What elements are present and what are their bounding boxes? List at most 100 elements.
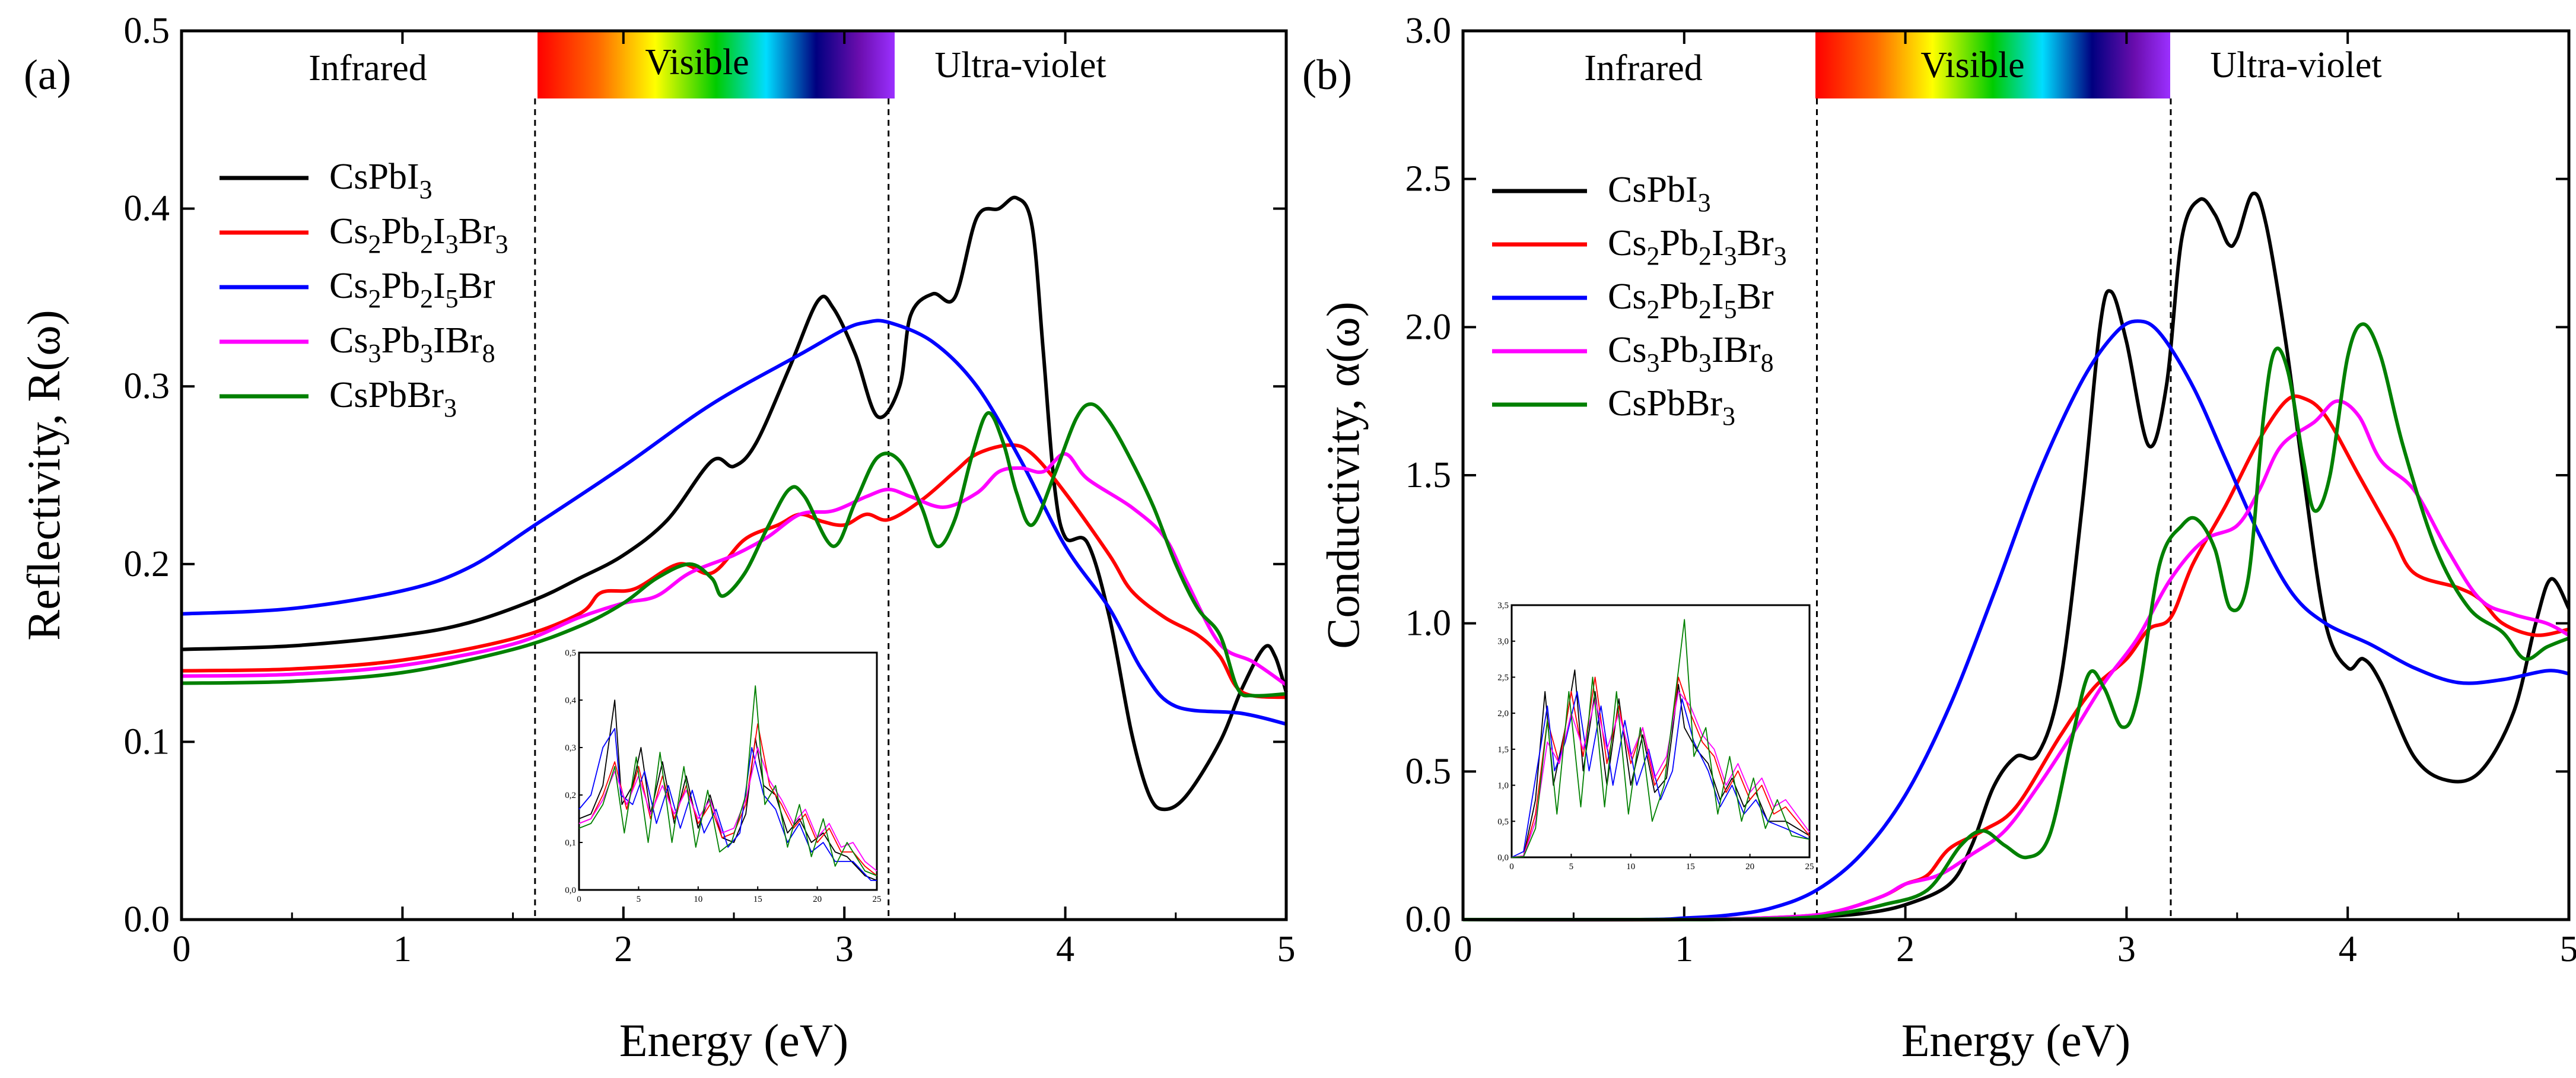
y-axis-title-b: Conductivity, α(ω)	[1317, 301, 1369, 648]
series-line-b-CsPbI3	[1462, 191, 2571, 922]
inset-y-tick-label-b-0: 0,0	[1497, 853, 1509, 863]
legend-b-label-2: Cs2Pb2I5Br	[1608, 276, 1774, 324]
series-line-a-CsPbI3	[181, 195, 1288, 812]
y-tick-label-a-4: 0.4	[124, 189, 170, 229]
inset-y-tick-label-a-1: 0,1	[565, 838, 576, 848]
series-line-b-Cs2Pb2I5Br	[1462, 319, 2569, 922]
panel-a: (a) Infrared Visible Ultra-violet 0 1 2 3 4 5…	[18, 11, 1296, 1066]
series-line-a-Cs2Pb2I3Br3	[181, 443, 1287, 699]
inset-y-tick-label-a-3: 0,3	[565, 743, 576, 753]
inset-y-tick-label-a-0: 0,0	[565, 886, 576, 895]
plot-frame-b	[1461, 29, 2571, 921]
inset-x-tick-label-a-1: 5	[637, 895, 641, 904]
panel-b-tag: (b)	[1302, 51, 1352, 98]
y-tick-label-b-2: 1.0	[1405, 603, 1452, 644]
inset-series-line-a-3	[578, 747, 877, 872]
inset-series-line-b-4	[1511, 619, 1810, 858]
y-tick-label-b-3: 1.5	[1405, 455, 1452, 495]
inset-x-tick-label-a-5: 25	[873, 895, 882, 904]
region-ultraviolet-a: Ultra-violet	[934, 45, 1106, 85]
inset-x-tick-label-b-1: 5	[1569, 862, 1574, 872]
grid-b: 0 1 2 3 4 5 0.0 0.5 1.0 1.5 2.0 2.5 3.0	[1405, 11, 2576, 969]
y-tick-label-a-1: 0.1	[124, 721, 170, 762]
inset-y-tick-label-b-5: 2,5	[1497, 673, 1509, 682]
x-tick-label-b-1: 1	[1675, 929, 1693, 969]
series-line-a-CsPbBr3	[181, 402, 1287, 698]
series-line-a-Cs3Pb3IBr8	[181, 452, 1287, 686]
y-tick-label-b-5: 2.5	[1405, 159, 1452, 199]
inset-y-tick-label-a-2: 0,2	[565, 791, 576, 800]
series-b	[1462, 191, 2571, 922]
inset-b: 0 5 10 15 20 25 0,0 0,5 1,0 1,5 2,0 2,5 3,0 3,5	[1497, 601, 1814, 872]
region-visible-a: Visible	[645, 42, 749, 82]
inset-x-tick-label-b-3: 15	[1686, 862, 1695, 872]
y-tick-label-b-6: 3.0	[1405, 11, 1452, 51]
legend-b: CsPbI3 Cs2Pb2I3Br3 Cs2Pb2I5Br Cs3Pb3IBr8…	[1492, 170, 1787, 431]
inset-y-tick-label-b-3: 1,5	[1497, 745, 1509, 755]
x-tick-label-a-2: 2	[614, 929, 632, 969]
legend-b-label-0: CsPbI3	[1608, 170, 1711, 217]
inset-a: 0 5 10 15 20 25 0,0 0,1 0,2 0,3 0,4 0,5	[565, 648, 881, 904]
y-tick-label-b-0: 0.0	[1405, 899, 1452, 940]
x-axis-title-a: Energy (eV)	[619, 1015, 848, 1066]
x-tick-label-a-3: 3	[835, 929, 854, 969]
x-axis-title-b: Energy (eV)	[1901, 1015, 2130, 1066]
y-tick-label-a-3: 0.3	[124, 366, 170, 406]
legend-a-label-4: CsPbBr3	[329, 375, 457, 422]
legend-a: CsPbI3 Cs2Pb2I3Br3 Cs2Pb2I5Br Cs3Pb3IBr8…	[220, 157, 508, 422]
spectrum-bar-b	[1815, 31, 2170, 98]
y-tick-label-a-2: 0.2	[124, 544, 170, 584]
inset-y-tick-label-b-4: 2,0	[1497, 709, 1509, 718]
inset-y-tick-label-b-7: 3,5	[1497, 601, 1509, 610]
x-tick-label-a-5: 5	[1277, 929, 1296, 969]
series-line-a-Cs2Pb2I5Br	[181, 319, 1287, 726]
panel-a-tag: (a)	[24, 51, 71, 98]
inset-series-line-a-2	[578, 728, 877, 881]
y-tick-label-a-5: 0.5	[124, 11, 170, 51]
inset-x-tick-label-b-4: 20	[1745, 862, 1754, 872]
inset-y-tick-label-a-4: 0,4	[565, 696, 576, 705]
inset-x-tick-label-a-3: 15	[753, 895, 762, 904]
legend-a-label-2: Cs2Pb2I5Br	[329, 266, 495, 313]
region-infrared-b: Infrared	[1584, 48, 1703, 88]
legend-b-label-3: Cs3Pb3IBr8	[1608, 330, 1774, 377]
grid-a: 0 1 2 3 4 5 0.0 0.1 0.2 0.3 0.4 0.5	[124, 11, 1296, 969]
region-ultraviolet-b: Ultra-violet	[2210, 45, 2381, 85]
y-axis-title-a: Reflectivity, R(ω)	[18, 310, 69, 640]
inset-series-line-a-4	[578, 685, 877, 876]
inset-y-tick-label-b-2: 1,0	[1497, 781, 1509, 791]
x-tick-label-a-0: 0	[173, 929, 191, 969]
plot-frame-a	[180, 29, 1288, 921]
inset-series-line-b-0	[1511, 669, 1810, 858]
region-infrared-a: Infrared	[309, 48, 427, 88]
inset-x-tick-label-b-2: 10	[1626, 862, 1635, 872]
x-tick-label-b-5: 5	[2560, 929, 2576, 969]
inset-b-frame	[1510, 604, 1811, 858]
y-tick-label-a-0: 0.0	[124, 899, 170, 940]
x-tick-label-a-4: 4	[1056, 929, 1074, 969]
y-tick-label-b-1: 0.5	[1405, 751, 1452, 791]
x-tick-label-a-1: 1	[393, 929, 412, 969]
series-line-b-CsPbBr3	[1462, 322, 2570, 922]
inset-x-tick-label-a-4: 20	[813, 895, 822, 904]
legend-b-label-1: Cs2Pb2I3Br3	[1608, 223, 1787, 271]
x-tick-label-b-3: 3	[2117, 929, 2136, 969]
spectrum-bar-a	[538, 31, 895, 98]
inset-x-tick-label-a-2: 10	[694, 895, 702, 904]
inset-y-tick-label-b-6: 3,0	[1497, 637, 1509, 647]
y-tick-label-b-4: 2.0	[1405, 307, 1452, 347]
inset-x-tick-label-b-5: 25	[1805, 862, 1814, 872]
x-tick-label-b-2: 2	[1896, 929, 1914, 969]
legend-a-label-0: CsPbI3	[329, 157, 432, 204]
region-dividers-a	[534, 98, 890, 920]
region-dividers-b	[1815, 98, 2172, 920]
panel-b: (b) Infrared Visible Ultra-violet 0 1 2 3 4 5…	[1302, 11, 2576, 1066]
inset-x-tick-label-b-0: 0	[1509, 862, 1514, 872]
legend-b-label-4: CsPbBr3	[1608, 383, 1735, 431]
inset-a-frame	[578, 651, 878, 891]
legend-a-label-3: Cs3Pb3IBr8	[329, 320, 495, 368]
x-tick-label-b-0: 0	[1454, 929, 1473, 969]
inset-y-tick-label-a-5: 0,5	[565, 648, 576, 658]
inset-x-tick-label-a-0: 0	[577, 895, 581, 904]
